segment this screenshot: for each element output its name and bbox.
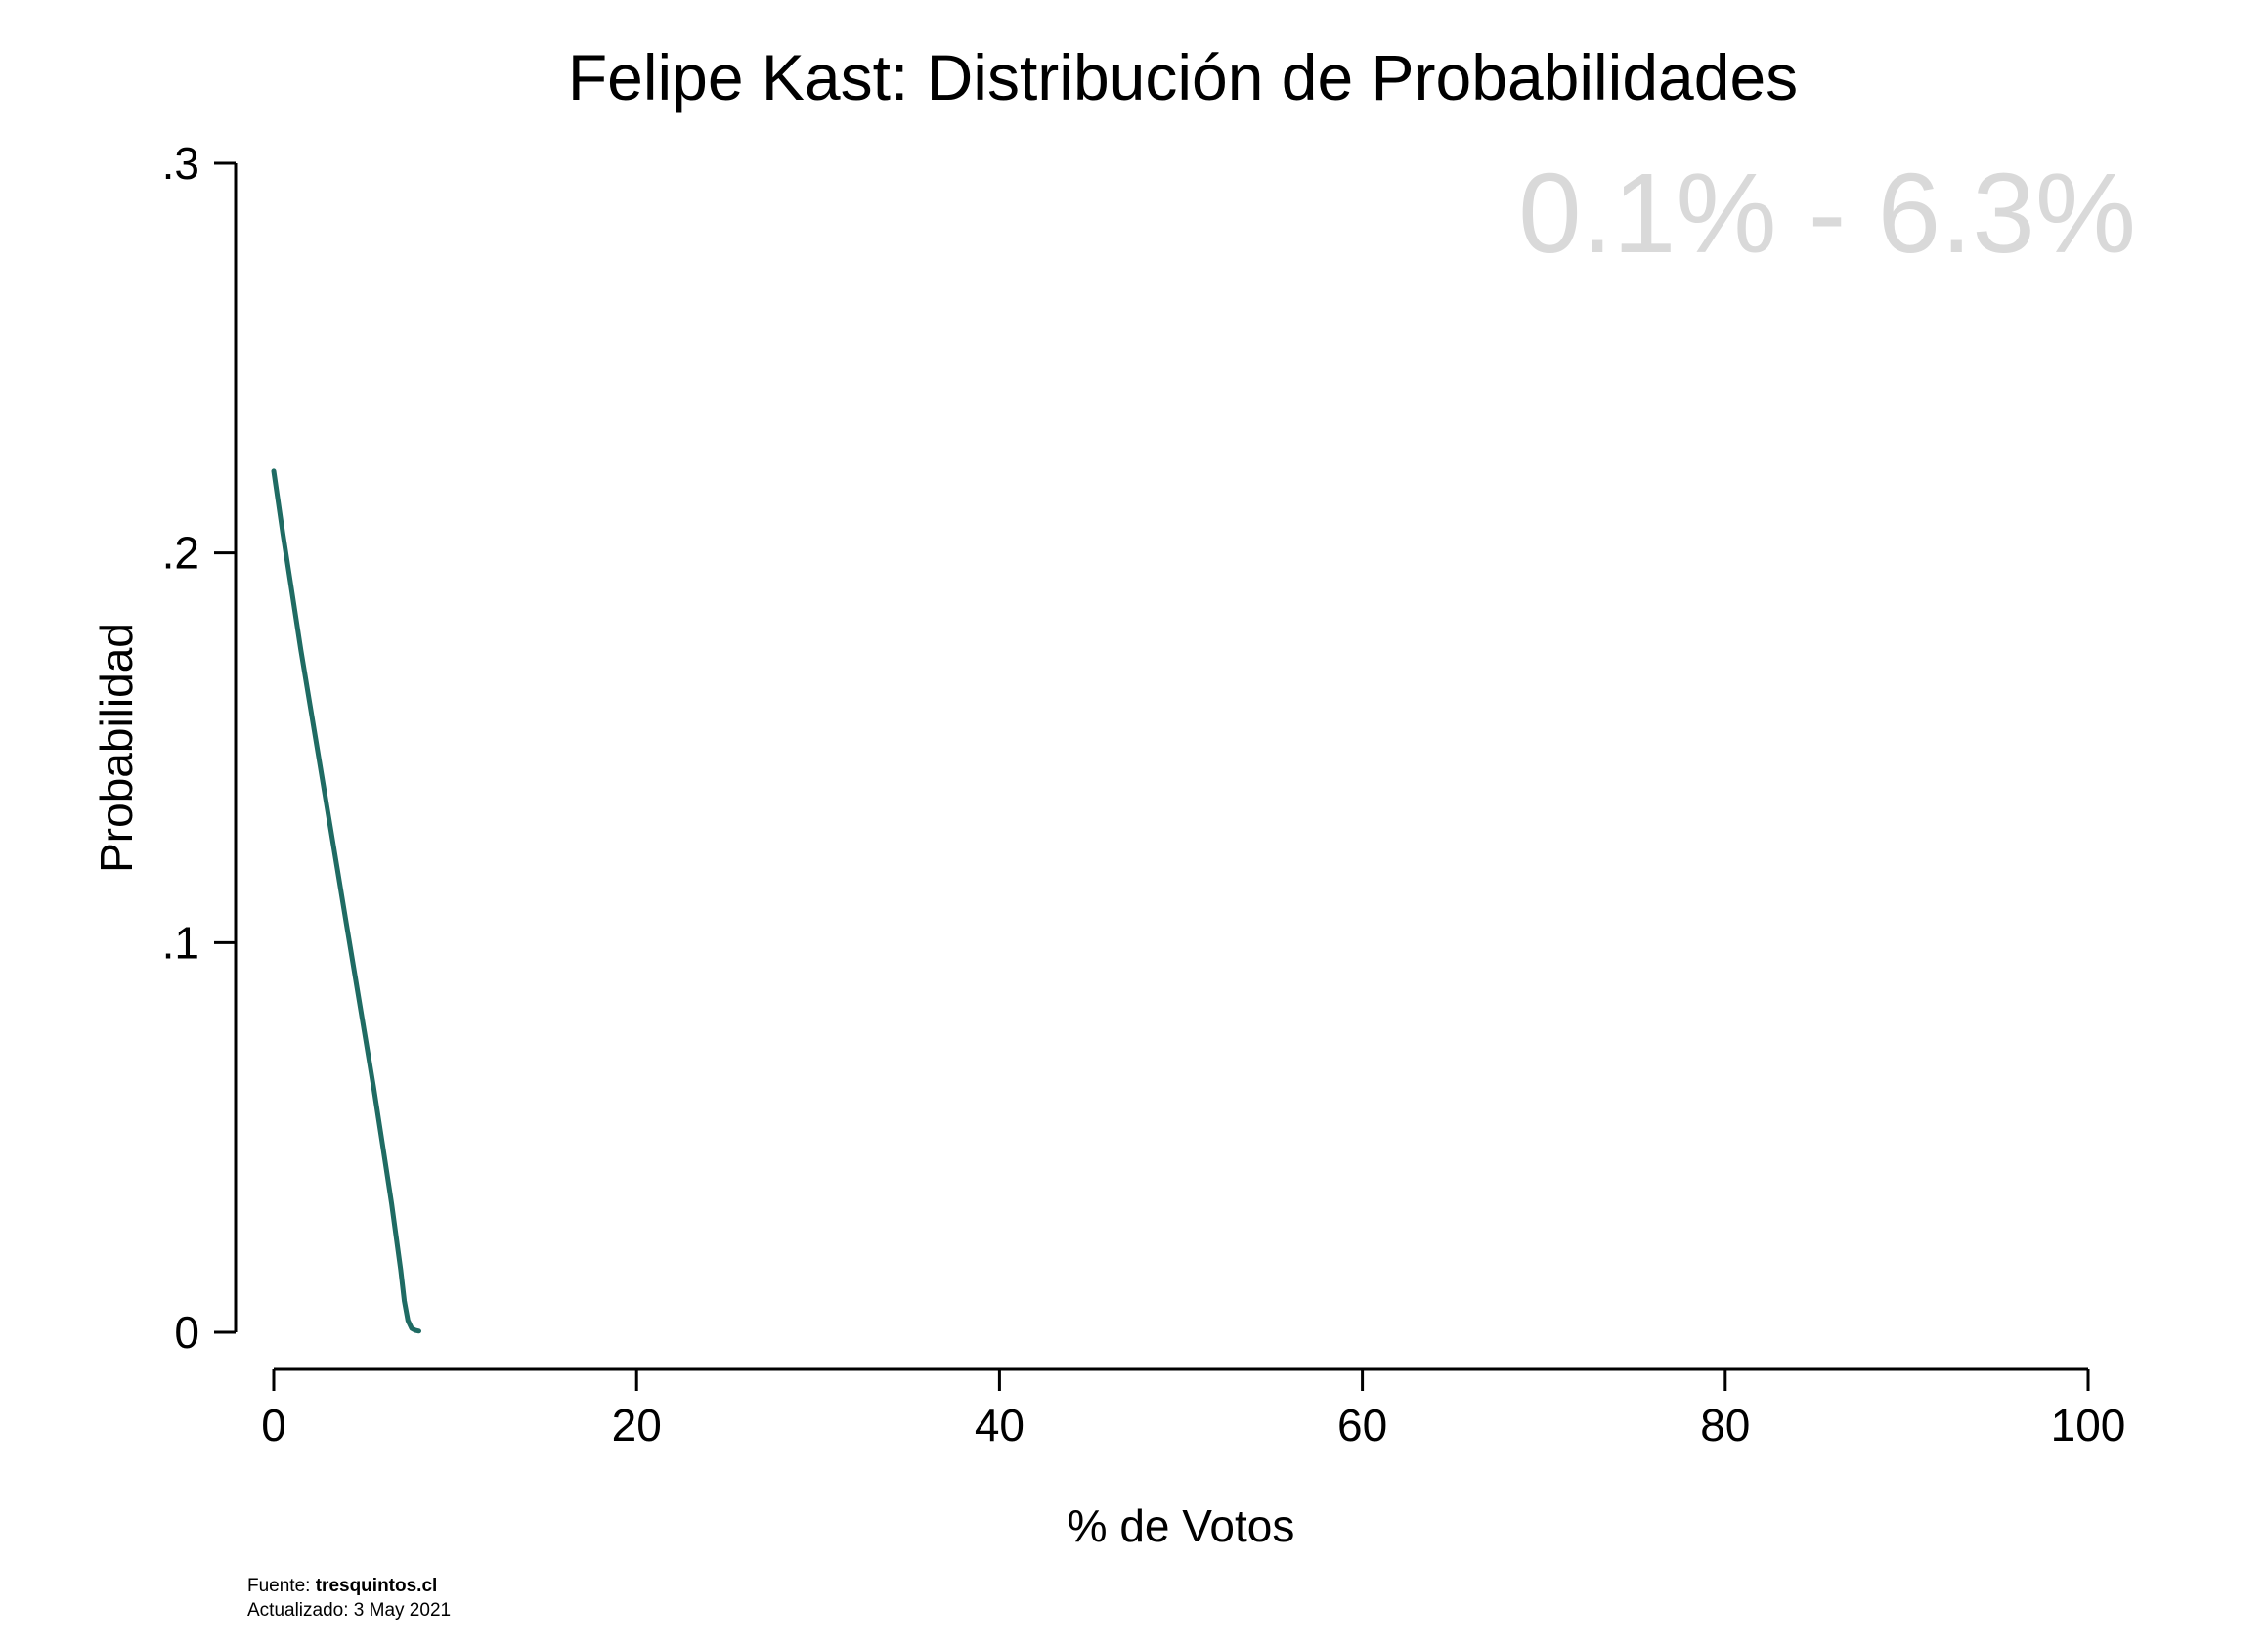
series-group <box>271 468 421 1334</box>
y-axis-label: Probabilidad <box>91 623 142 873</box>
x-tick-label: 100 <box>2051 1400 2126 1451</box>
source-note: Fuente: tresquintos.cl <box>247 1576 437 1596</box>
x-tick-label: 20 <box>612 1400 662 1451</box>
y-tick-label: 0 <box>174 1307 199 1358</box>
chart-title: Felipe Kast: Distribución de Probabilida… <box>568 41 1798 113</box>
y-tick-label: .2 <box>162 528 199 579</box>
x-tick-label: 40 <box>975 1400 1025 1451</box>
x-ticks: 0 20 40 60 80 100 <box>261 1369 2125 1451</box>
source-name: tresquintos.cl <box>316 1576 438 1596</box>
updated-note: Actualizado: 3 May 2021 <box>247 1600 451 1621</box>
series-line <box>271 468 421 1334</box>
x-tick-label: 0 <box>261 1400 286 1451</box>
y-tick-label: .3 <box>162 138 199 189</box>
range-annotation: 0.1% - 6.3% <box>1518 150 2136 277</box>
source-prefix: Fuente: <box>247 1576 316 1596</box>
y-ticks: 0 .1 .2 .3 <box>162 138 236 1358</box>
x-tick-label: 60 <box>1337 1400 1387 1451</box>
x-axis-label: % de Votos <box>1068 1500 1295 1551</box>
x-tick-label: 80 <box>1700 1400 1750 1451</box>
y-tick-label: .1 <box>162 917 199 968</box>
